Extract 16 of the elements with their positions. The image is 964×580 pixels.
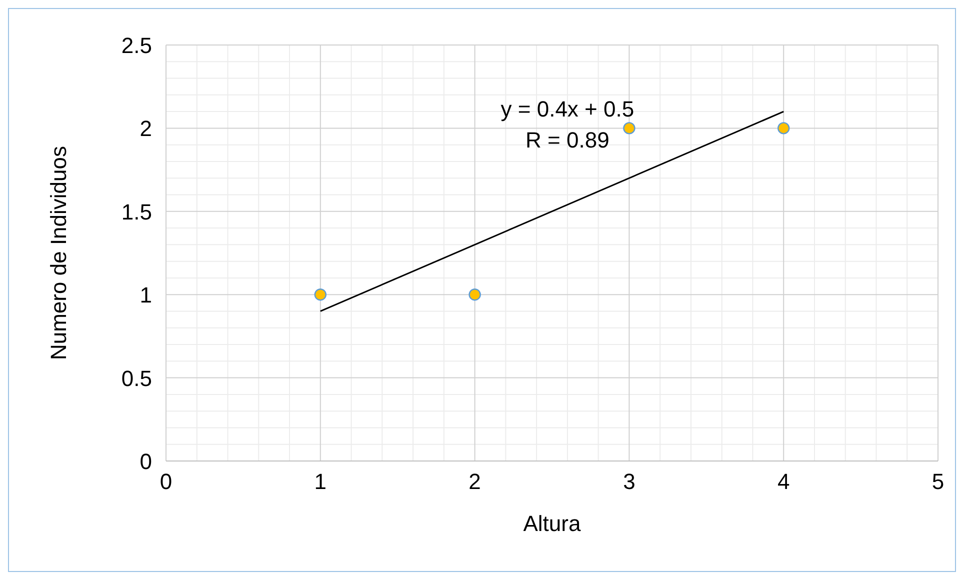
annotation: R = 0.89	[526, 128, 610, 153]
x-tick-label: 5	[932, 469, 944, 494]
x-tick-label: 2	[468, 469, 481, 494]
y-tick-label: 2	[140, 116, 152, 142]
x-tick-label: 3	[623, 469, 636, 494]
y-axis-title: Numero de Individuos	[46, 146, 71, 360]
x-tick-label: 4	[777, 469, 790, 494]
y-tick-label: 1.5	[121, 199, 152, 224]
x-tick-label: 1	[314, 469, 327, 494]
annotation: y = 0.4x + 0.5	[500, 96, 634, 122]
y-tick-label: 0.5	[121, 366, 152, 391]
y-tick-label: 0	[140, 449, 152, 474]
x-axis-title: Altura	[523, 511, 582, 536]
y-tick-label: 1	[140, 282, 152, 308]
y-tick-label: 2.5	[121, 33, 152, 58]
x-tick-label: 0	[160, 469, 172, 494]
